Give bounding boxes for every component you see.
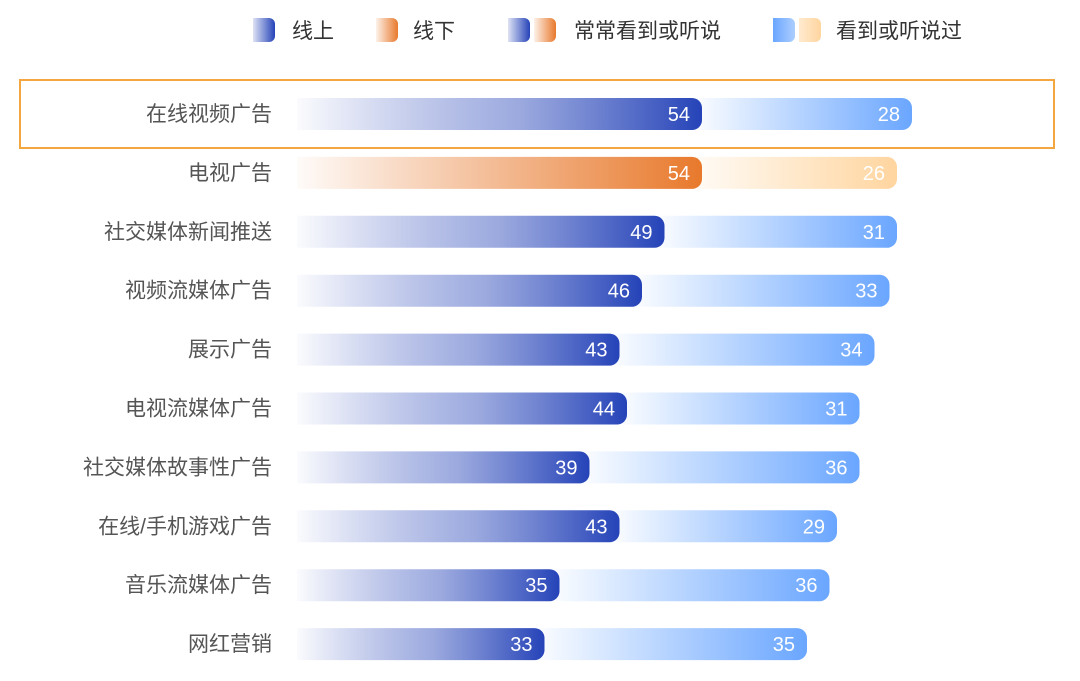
- bar-segment-frequent: [297, 98, 702, 130]
- bar-segment-seen: [613, 333, 875, 366]
- value-label-seen: 36: [825, 457, 847, 479]
- bar-segment-seen: [658, 215, 897, 248]
- value-label-seen: 34: [840, 340, 862, 362]
- bar-row: 在线视频广告 54 28: [146, 98, 912, 130]
- bar-row: 社交媒体新闻推送 49 31: [104, 215, 897, 248]
- bar-segment-seen: [696, 98, 912, 130]
- value-label-frequent: 54: [668, 163, 690, 185]
- highlight-layer: [19, 79, 1055, 149]
- bar-segment-seen: [583, 451, 860, 484]
- value-label-frequent: 49: [630, 222, 652, 244]
- value-label-seen: 31: [863, 222, 885, 244]
- bar-row: 视频流媒体广告 46 33: [125, 274, 890, 307]
- value-label-seen: 26: [863, 163, 885, 185]
- bar-segment-seen: [553, 569, 830, 602]
- bar-segment-frequent: [297, 156, 702, 189]
- value-label-frequent: 44: [593, 399, 615, 421]
- legend-swatch: [799, 18, 821, 42]
- category-label: 电视流媒体广告: [125, 398, 272, 421]
- bar-segment-seen: [613, 510, 837, 543]
- highlight-box: [19, 79, 1055, 149]
- bar-segment-frequent: [297, 628, 545, 661]
- bar-segment-frequent: [297, 451, 590, 484]
- legend: 线上 线下 常常看到或听说 看到或听说过: [253, 18, 962, 43]
- legend-item-frequent: 常常看到或听说: [508, 18, 721, 43]
- value-label-seen: 33: [855, 281, 877, 303]
- value-label-seen: 28: [878, 104, 900, 126]
- legend-swatch: [773, 18, 795, 42]
- bar-row: 展示广告 43 34: [188, 333, 875, 366]
- category-label: 展示广告: [188, 339, 272, 362]
- bar-row: 电视广告 54 26: [188, 156, 897, 189]
- legend-label: 常常看到或听说: [574, 20, 721, 43]
- bar-segment-frequent: [297, 569, 560, 602]
- value-label-frequent: 35: [525, 575, 547, 597]
- value-label-seen: 36: [795, 575, 817, 597]
- value-label-frequent: 33: [510, 634, 532, 656]
- category-label: 在线/手机游戏广告: [98, 515, 272, 538]
- legend-label: 线下: [413, 20, 455, 43]
- legend-swatch: [253, 18, 275, 42]
- bar-segment-frequent: [297, 333, 620, 366]
- category-label: 视频流媒体广告: [125, 280, 272, 303]
- value-label-seen: 31: [825, 399, 847, 421]
- legend-item-seen: 看到或听说过: [773, 18, 962, 43]
- value-label-frequent: 54: [668, 104, 690, 126]
- legend-swatch: [376, 18, 398, 42]
- legend-label: 看到或听说过: [836, 20, 962, 43]
- category-label: 社交媒体故事性广告: [83, 456, 272, 479]
- bar-segment-seen: [696, 156, 897, 189]
- value-label-frequent: 43: [585, 340, 607, 362]
- bar-segment-seen: [538, 628, 807, 661]
- bar-segment-frequent: [297, 392, 627, 425]
- category-label: 音乐流媒体广告: [125, 574, 272, 597]
- legend-swatch: [534, 18, 556, 42]
- bar-row: 社交媒体故事性广告 39 36: [83, 451, 860, 484]
- legend-item-online: 线上: [253, 18, 334, 43]
- legend-item-offline: 线下: [376, 18, 455, 43]
- category-label: 在线视频广告: [146, 103, 272, 126]
- value-label-frequent: 43: [585, 516, 607, 538]
- bars: 在线视频广告 54 28 电视广告 54 26 社交媒体新闻推送 49 31 视频流媒体广告 46 3…: [83, 98, 912, 661]
- value-label-frequent: 46: [608, 281, 630, 303]
- category-label: 电视广告: [188, 162, 272, 185]
- bar-row: 电视流媒体广告 44 31: [125, 392, 860, 425]
- value-label-frequent: 39: [555, 457, 577, 479]
- legend-swatch: [508, 18, 530, 42]
- bar-segment-frequent: [297, 274, 642, 307]
- category-label: 社交媒体新闻推送: [104, 221, 272, 244]
- bar-row: 音乐流媒体广告 35 36: [125, 569, 830, 602]
- bar-segment-frequent: [297, 215, 665, 248]
- bar-segment-frequent: [297, 510, 620, 543]
- bar-segment-seen: [621, 392, 860, 425]
- bar-segment-seen: [636, 274, 890, 307]
- legend-label: 线上: [292, 20, 334, 43]
- value-label-seen: 29: [803, 516, 825, 538]
- value-label-seen: 35: [773, 634, 795, 656]
- bar-row: 网红营销 33 35: [188, 628, 807, 661]
- bar-row: 在线/手机游戏广告 43 29: [98, 510, 837, 543]
- category-label: 网红营销: [188, 633, 272, 656]
